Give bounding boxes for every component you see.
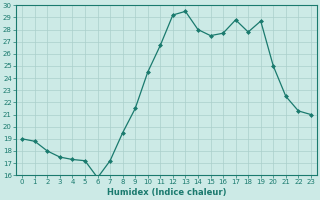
X-axis label: Humidex (Indice chaleur): Humidex (Indice chaleur) (107, 188, 226, 197)
